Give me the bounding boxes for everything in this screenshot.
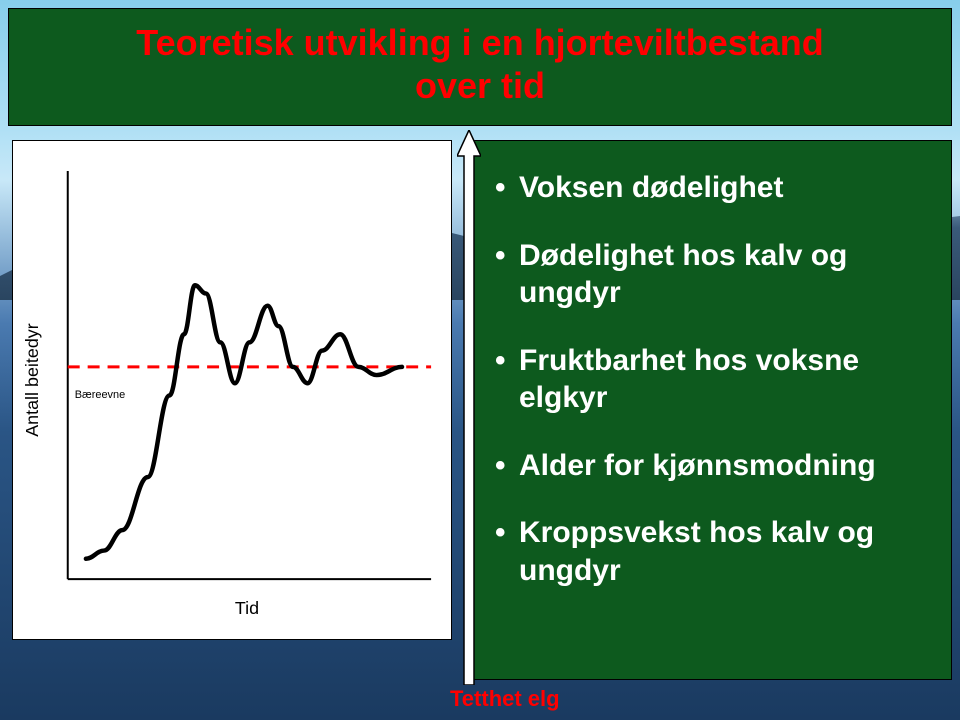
bullet-item-5: Kroppsvekst hos kalv og ungdyr xyxy=(495,514,927,589)
title-line-1: Teoretisk utvikling i en hjorteviltbesta… xyxy=(25,21,935,64)
population-curve xyxy=(86,285,402,558)
title-container: Teoretisk utvikling i en hjorteviltbesta… xyxy=(8,8,952,126)
bullet-item-4: Alder for kjønnsmodning xyxy=(495,447,927,485)
vertical-arrow xyxy=(457,130,481,685)
bullet-item-3: Fruktbarhet hos voksne elgkyr xyxy=(495,342,927,417)
x-axis-label: Tid xyxy=(235,598,259,618)
y-axis-label: Antall beitedyr xyxy=(22,323,42,437)
chart-annotation: Bæreevne xyxy=(75,389,125,401)
bullet-item-2: Dødelighet hos kalv og ungdyr xyxy=(495,237,927,312)
chart-container: Antall beitedyr Tid Bæreevne xyxy=(12,140,452,640)
title-line-2: over tid xyxy=(25,64,935,107)
side-panel: Voksen dødelighet Dødelighet hos kalv og… xyxy=(470,140,952,680)
chart-svg: Antall beitedyr Tid Bæreevne xyxy=(13,141,451,639)
bullet-item-1: Voksen dødelighet xyxy=(495,169,927,207)
footer-label: Tetthet elg xyxy=(450,686,560,712)
